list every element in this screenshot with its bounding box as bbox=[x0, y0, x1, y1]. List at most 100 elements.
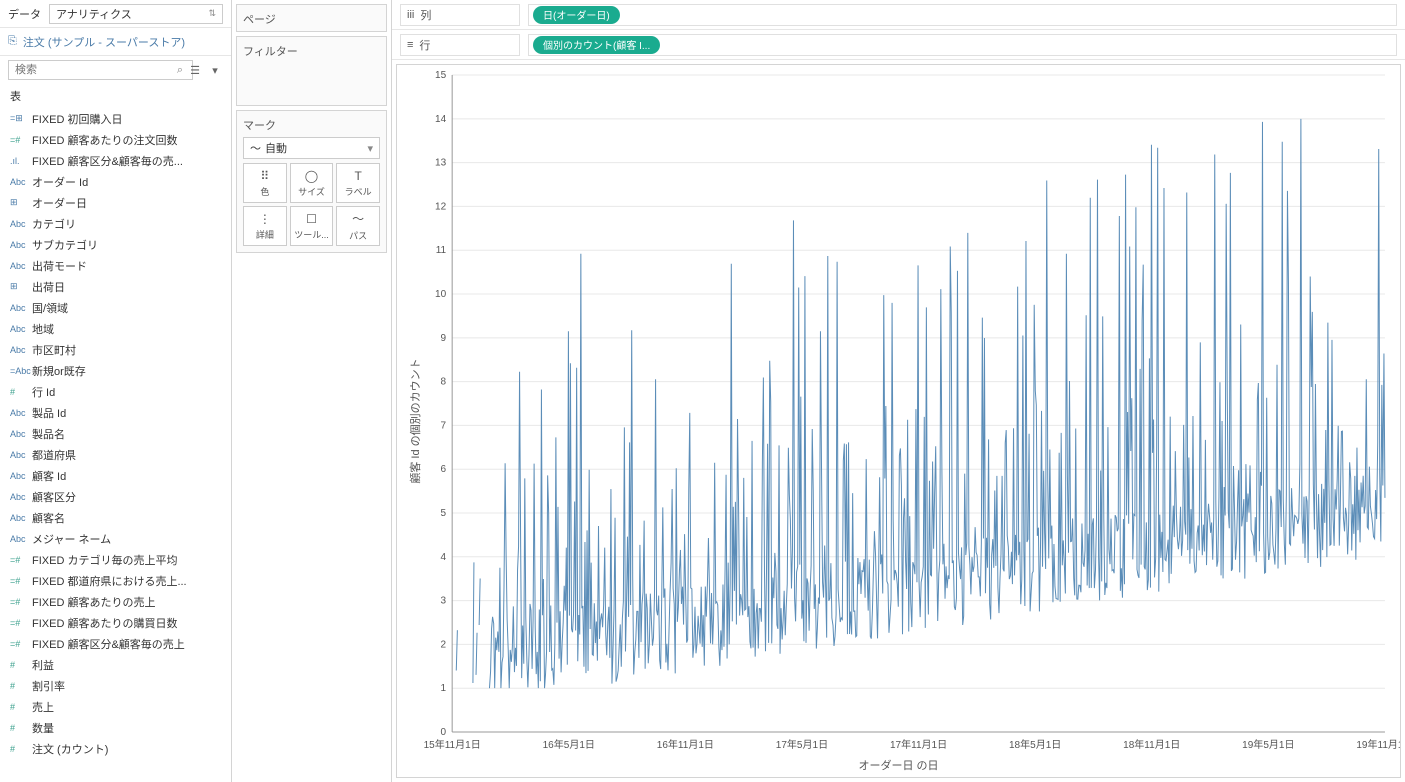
mark-label: 色 bbox=[260, 185, 269, 198]
svg-text:17年11月1日: 17年11月1日 bbox=[890, 738, 947, 751]
field-row[interactable]: Abc国/領域 bbox=[0, 297, 231, 318]
field-row[interactable]: Abc地域 bbox=[0, 318, 231, 339]
marks-type-dropdown[interactable]: 〜 自動 ▾ bbox=[243, 137, 380, 159]
chevron-down-icon[interactable]: ▾ bbox=[207, 62, 223, 78]
field-row[interactable]: =#FIXED 都道府県における売上... bbox=[0, 570, 231, 591]
field-row[interactable]: ⊞出荷日 bbox=[0, 276, 231, 297]
field-type-icon: Abc bbox=[10, 219, 32, 229]
datasource-row[interactable]: ⎘ 注文 (サンプル - スーパーストア) bbox=[0, 28, 231, 56]
field-name: 注文 (カウント) bbox=[32, 741, 108, 757]
svg-text:12: 12 bbox=[435, 201, 447, 212]
field-type-icon: # bbox=[10, 723, 32, 733]
field-row[interactable]: Abcカテゴリ bbox=[0, 213, 231, 234]
mark-label: ツール... bbox=[294, 228, 329, 241]
x-axis-title: オーダー日 の日 bbox=[858, 757, 938, 773]
columns-pill[interactable]: 日(オーダー日) bbox=[533, 6, 620, 24]
field-type-icon: Abc bbox=[10, 177, 32, 187]
field-row[interactable]: Abc製品 Id bbox=[0, 402, 231, 423]
mark-label: 詳細 bbox=[256, 228, 274, 241]
field-row[interactable]: .ıl.FIXED 顧客区分&顧客毎の売... bbox=[0, 150, 231, 171]
svg-text:15: 15 bbox=[435, 70, 447, 81]
field-type-icon: =# bbox=[10, 618, 32, 628]
field-row[interactable]: ⊞オーダー日 bbox=[0, 192, 231, 213]
field-row[interactable]: =#FIXED カテゴリ毎の売上平均 bbox=[0, 549, 231, 570]
svg-text:18年11月1日: 18年11月1日 bbox=[1123, 738, 1180, 751]
cards-pane: ページ フィルター マーク 〜 自動 ▾ ⠿色◯サイズTラベル⋮詳細☐ツール..… bbox=[232, 0, 392, 782]
field-row[interactable]: =#FIXED 顧客あたりの注文回数 bbox=[0, 129, 231, 150]
field-row[interactable]: =#FIXED 顧客区分&顧客毎の売上 bbox=[0, 633, 231, 654]
field-name: 顧客区分 bbox=[32, 489, 76, 505]
search-input[interactable] bbox=[8, 60, 193, 80]
field-type-icon: # bbox=[10, 681, 32, 691]
marks-card: マーク 〜 自動 ▾ ⠿色◯サイズTラベル⋮詳細☐ツール...〜パス bbox=[236, 110, 387, 253]
field-type-icon: # bbox=[10, 387, 32, 397]
field-name: オーダー日 bbox=[32, 195, 87, 211]
field-type-icon: =# bbox=[10, 597, 32, 607]
field-type-icon: =# bbox=[10, 639, 32, 649]
field-row[interactable]: Abc顧客区分 bbox=[0, 486, 231, 507]
field-type-icon: ⊞ bbox=[10, 197, 32, 208]
mark-button-パス[interactable]: 〜パス bbox=[336, 206, 380, 246]
field-name: 製品 Id bbox=[32, 405, 66, 421]
field-row[interactable]: Abc顧客 Id bbox=[0, 465, 231, 486]
field-row[interactable]: Abc市区町村 bbox=[0, 339, 231, 360]
field-row[interactable]: #売上 bbox=[0, 696, 231, 717]
svg-text:5: 5 bbox=[441, 508, 447, 519]
field-name: FIXED 顧客あたりの購買日数 bbox=[32, 615, 177, 631]
data-tab[interactable]: データ bbox=[8, 6, 41, 22]
field-name: FIXED 顧客区分&顧客毎の売上 bbox=[32, 636, 185, 652]
field-type-icon: Abc bbox=[10, 513, 32, 523]
field-row[interactable]: #利益 bbox=[0, 654, 231, 675]
field-row[interactable]: Abcメジャー ネーム bbox=[0, 528, 231, 549]
field-row[interactable]: =⊞FIXED 初回購入日 bbox=[0, 108, 231, 129]
field-type-icon: Abc bbox=[10, 534, 32, 544]
svg-text:19年11月1日: 19年11月1日 bbox=[1356, 738, 1400, 751]
list-view-icon[interactable]: ☰ bbox=[187, 62, 203, 78]
field-row[interactable]: =#FIXED 顧客あたりの売上 bbox=[0, 591, 231, 612]
field-type-icon: =# bbox=[10, 135, 32, 145]
mark-button-サイズ[interactable]: ◯サイズ bbox=[290, 163, 334, 203]
field-name: 行 Id bbox=[32, 384, 55, 400]
rows-pill[interactable]: 個別のカウント(顧客 I... bbox=[533, 36, 660, 54]
field-row[interactable]: Abcサブカテゴリ bbox=[0, 234, 231, 255]
field-row[interactable]: #割引率 bbox=[0, 675, 231, 696]
field-name: 製品名 bbox=[32, 426, 65, 442]
field-row[interactable]: Abc製品名 bbox=[0, 423, 231, 444]
field-name: FIXED 初回購入日 bbox=[32, 111, 122, 127]
pages-shelf[interactable]: ページ bbox=[236, 4, 387, 32]
field-row[interactable]: Abc出荷モード bbox=[0, 255, 231, 276]
mark-button-ラベル[interactable]: Tラベル bbox=[336, 163, 380, 203]
field-type-icon: .ıl. bbox=[10, 156, 32, 166]
chevron-down-icon: ▾ bbox=[367, 142, 373, 155]
svg-text:2: 2 bbox=[441, 639, 447, 650]
field-row[interactable]: Abcオーダー Id bbox=[0, 171, 231, 192]
field-row[interactable]: #数量 bbox=[0, 717, 231, 738]
field-type-icon: =Abc bbox=[10, 366, 32, 376]
rows-shelf-row: ≡ 行 個別のカウント(顧客 I... bbox=[392, 30, 1405, 60]
field-row[interactable]: =#FIXED 顧客あたりの購買日数 bbox=[0, 612, 231, 633]
field-row[interactable]: =Abc新規or既存 bbox=[0, 360, 231, 381]
field-type-icon: Abc bbox=[10, 345, 32, 355]
field-row[interactable]: Abc顧客名 bbox=[0, 507, 231, 528]
filters-shelf[interactable]: フィルター bbox=[236, 36, 387, 106]
visualization[interactable]: 顧客 Id の個別のカウント 012345678910111213141515年… bbox=[396, 64, 1401, 778]
mark-button-色[interactable]: ⠿色 bbox=[243, 163, 287, 203]
mark-button-詳細[interactable]: ⋮詳細 bbox=[243, 206, 287, 246]
mark-icon: ☐ bbox=[306, 212, 317, 226]
rows-shelf[interactable]: 個別のカウント(顧客 I... bbox=[528, 34, 1397, 56]
analytics-dropdown[interactable]: アナリティクス ⇅ bbox=[49, 4, 223, 24]
field-row[interactable]: Abc都道府県 bbox=[0, 444, 231, 465]
columns-shelf[interactable]: 日(オーダー日) bbox=[528, 4, 1397, 26]
field-type-icon: Abc bbox=[10, 324, 32, 334]
svg-text:17年5月1日: 17年5月1日 bbox=[776, 738, 828, 751]
field-row[interactable]: #注文 (カウント) bbox=[0, 738, 231, 759]
line-icon: 〜 bbox=[250, 140, 261, 156]
field-name: FIXED 顧客あたりの注文回数 bbox=[32, 132, 177, 148]
columns-shelf-label: iii 列 bbox=[400, 4, 520, 26]
field-type-icon: Abc bbox=[10, 450, 32, 460]
field-name: オーダー Id bbox=[32, 174, 88, 190]
fields-list: =⊞FIXED 初回購入日=#FIXED 顧客あたりの注文回数.ıl.FIXED… bbox=[0, 108, 231, 782]
mark-icon: T bbox=[354, 169, 361, 183]
field-row[interactable]: #行 Id bbox=[0, 381, 231, 402]
mark-button-ツール...[interactable]: ☐ ツール... bbox=[290, 206, 334, 246]
